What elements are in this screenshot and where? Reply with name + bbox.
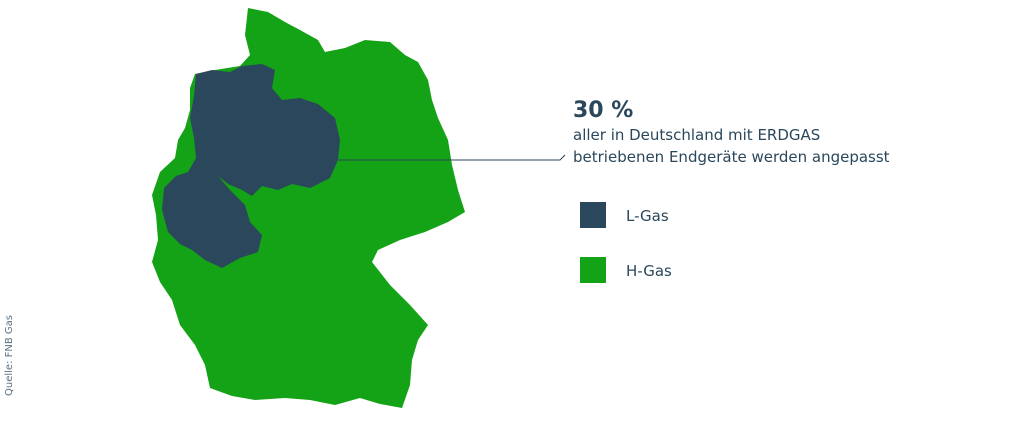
l-gas-area xyxy=(162,64,340,268)
legend-label: H-Gas xyxy=(626,262,672,280)
legend-swatch xyxy=(580,202,606,228)
callout-headline: 30 % xyxy=(573,98,633,123)
legend-swatch xyxy=(580,257,606,283)
callout-line: betriebenen Endgeräte werden angepasst xyxy=(573,148,890,166)
map xyxy=(152,8,465,408)
leader-line xyxy=(335,154,566,161)
source: Quelle: FNB Gas xyxy=(4,315,15,396)
legend-label: L-Gas xyxy=(626,207,669,225)
callout-line: aller in Deutschland mit ERDGAS xyxy=(573,126,820,144)
